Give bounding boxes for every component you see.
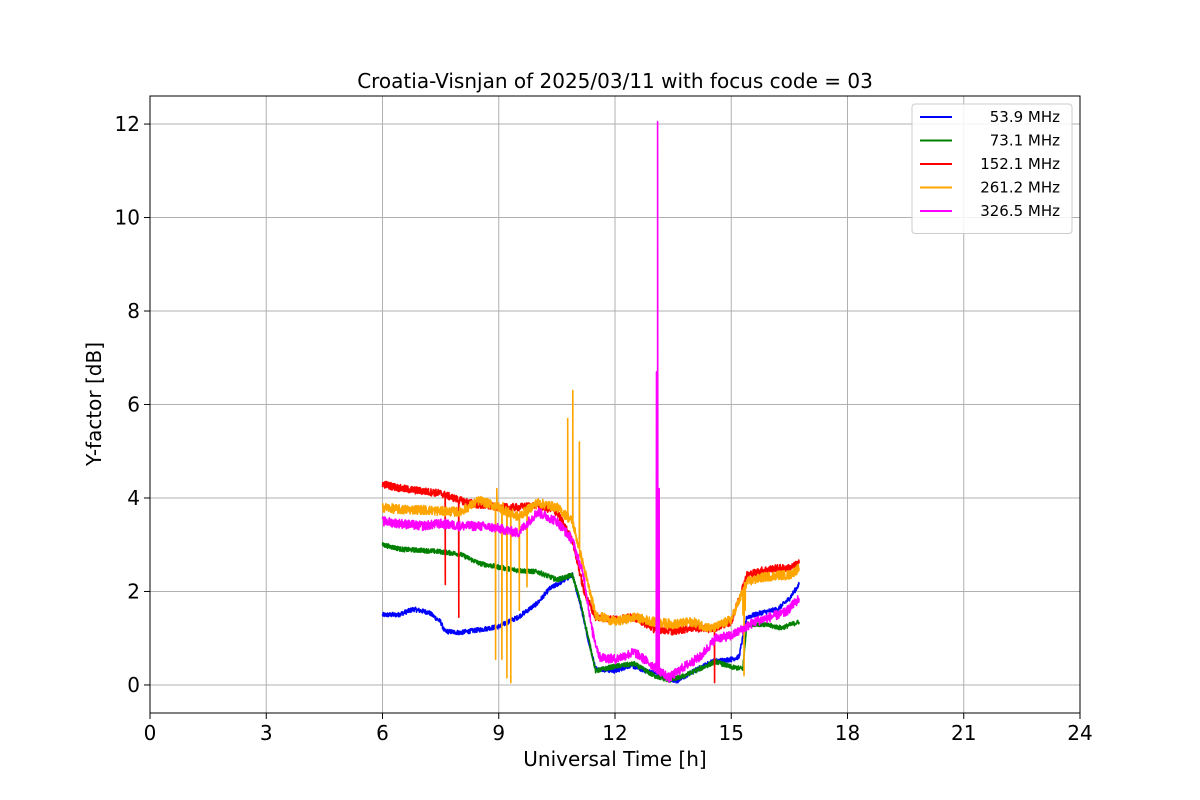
x-tick-label: 3 bbox=[260, 721, 273, 745]
series-line-261-2-mhz bbox=[381, 389, 800, 684]
series-line-326-5-mhz bbox=[381, 120, 800, 683]
y-axis-label: Y-factor [dB] bbox=[82, 342, 106, 467]
y-tick-label: 10 bbox=[115, 206, 140, 230]
legend-label: 53.9 MHz bbox=[990, 108, 1060, 126]
series-line-73-1-mhz bbox=[381, 541, 800, 683]
x-axis-label: Universal Time [h] bbox=[523, 747, 706, 771]
legend-label: 73.1 MHz bbox=[990, 132, 1060, 150]
legend-label: 152.1 MHz bbox=[980, 155, 1060, 173]
x-tick-label: 12 bbox=[602, 721, 627, 745]
x-tick-label: 6 bbox=[376, 721, 389, 745]
y-tick-label: 8 bbox=[127, 299, 140, 323]
legend: 53.9 MHz 73.1 MHz 152.1 MHz 261.2 MHz 326.5 … bbox=[911, 103, 1073, 234]
chart-title: Croatia-Visnjan of 2025/03/11 with focus… bbox=[357, 69, 873, 93]
x-tick-label: 21 bbox=[951, 721, 976, 745]
legend-label: 326.5 MHz bbox=[980, 202, 1060, 220]
legend-label: 261.2 MHz bbox=[980, 179, 1060, 197]
x-tick-label: 18 bbox=[835, 721, 860, 745]
legend-box bbox=[911, 103, 1073, 234]
y-tick-label: 6 bbox=[127, 393, 140, 417]
y-tick-label: 2 bbox=[127, 579, 140, 603]
series-lines bbox=[381, 120, 800, 684]
y-tick-label: 4 bbox=[127, 486, 140, 510]
x-tick-label: 24 bbox=[1067, 721, 1092, 745]
x-tick-label: 15 bbox=[719, 721, 744, 745]
x-tick-label: 9 bbox=[492, 721, 505, 745]
x-tick-label: 0 bbox=[144, 721, 157, 745]
y-tick-label: 0 bbox=[127, 673, 140, 697]
y-tick-label: 12 bbox=[115, 112, 140, 136]
